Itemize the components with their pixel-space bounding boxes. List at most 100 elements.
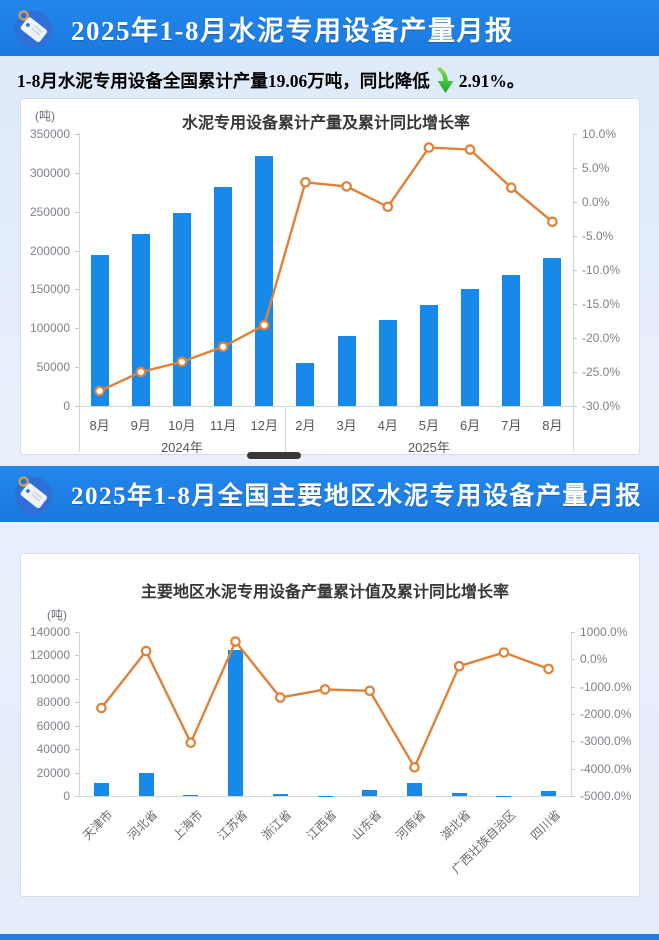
y-axis-left-tick-label: 250000	[29, 204, 70, 219]
x-axis-label-河南省: 河南省	[393, 807, 429, 843]
x-axis-label-8月: 8月	[542, 418, 563, 433]
y-axis-right-tick-label: -5.0%	[582, 229, 614, 243]
chart-card-national: (吨) 水泥专用设备累计产量及累计同比增长率 0 50000 100000 15000…	[20, 98, 640, 455]
bar-8月	[543, 257, 562, 406]
y-axis-left-tick	[75, 632, 79, 633]
y-axis-left-tick	[75, 289, 79, 291]
y-axis-left-tick	[75, 134, 79, 135]
y-axis-right-tick-label: 1000.0%	[580, 625, 628, 639]
bar-6月	[461, 289, 480, 406]
bar-湖北省	[451, 793, 467, 796]
summary-value: 2.91%。	[458, 70, 525, 91]
data-point-8月	[547, 216, 558, 228]
y-axis-unit: (吨)	[35, 109, 55, 123]
y-axis-right-tick	[573, 270, 577, 271]
x-axis-label-2月: 2月	[295, 418, 316, 433]
y-axis-left-tick	[75, 678, 79, 680]
growth-rate-line	[96, 636, 554, 773]
x-axis-label-湖北省: 湖北省	[438, 807, 474, 843]
x-axis-label-6月: 6月	[459, 418, 481, 433]
bar-上海市	[183, 794, 199, 796]
y-axis-left-tick-label: 150000	[29, 282, 70, 297]
bar-3月	[337, 336, 356, 406]
data-point-山东省	[364, 685, 375, 697]
y-axis-right-tick-label: 0.0%	[582, 195, 610, 209]
data-point-江苏省	[230, 636, 241, 647]
data-point-江西省	[319, 684, 331, 695]
summary-line: 1-8月水泥专用设备全国累计产量19.06万吨，同比降低 2.91%。	[17, 65, 524, 95]
data-point-12月	[259, 319, 270, 331]
y-axis-left-tick	[75, 406, 79, 407]
y-axis-right-tick	[571, 714, 575, 715]
y-axis-left-tick-label: 40000	[36, 742, 70, 757]
y-axis-left-tick	[75, 250, 79, 252]
y-axis-left-tick-label: 140000	[29, 625, 70, 639]
x-axis-label-河北省: 河北省	[125, 807, 161, 843]
y-axis-left-tick	[75, 702, 79, 704]
y-axis-left-tick-label: 200000	[29, 243, 70, 258]
x-axis-line	[79, 796, 572, 797]
x-axis-label-12月: 12月	[250, 418, 278, 433]
x-axis-group-divider	[79, 406, 80, 452]
y-axis-right-tick	[571, 741, 575, 743]
y-axis-right-tick	[571, 659, 575, 661]
data-point-浙江省	[275, 692, 286, 703]
y-axis-unit: (吨)	[47, 608, 67, 622]
x-axis-label-山东省: 山东省	[348, 807, 385, 843]
y-axis-left-tick-label: 120000	[29, 648, 70, 663]
y-axis-right-tick	[573, 304, 577, 305]
bar-9月	[131, 233, 150, 406]
y-axis-left-tick-label: 0	[63, 399, 70, 413]
y-axis-left-line	[79, 632, 80, 796]
decrease-arrow-icon	[436, 67, 454, 93]
y-axis-left-tick-label: 80000	[36, 695, 70, 710]
data-point-河南省	[409, 762, 420, 773]
data-point-7月	[505, 182, 517, 193]
x-axis-group-divider	[284, 406, 286, 452]
data-point-四川省	[543, 663, 554, 675]
y-axis-left-tick-label: 100000	[29, 671, 70, 686]
bar-河北省	[138, 772, 154, 796]
x-axis-label-5月: 5月	[418, 418, 440, 433]
y-axis-left-tick-label: 20000	[36, 765, 70, 780]
bar-江苏省	[228, 649, 243, 796]
bar-四川省	[541, 791, 557, 796]
y-axis-left-tick	[75, 211, 79, 213]
page-title: 2025年1-8月水泥专用设备产量月报	[71, 15, 514, 46]
y-axis-left-tick-label: 0	[63, 789, 70, 803]
data-point-5月	[423, 142, 435, 153]
data-point-3月	[341, 181, 352, 192]
data-point-8月	[94, 385, 105, 397]
y-axis-right-tick	[573, 236, 577, 237]
bar-11月	[214, 186, 233, 406]
growth-line-path	[99, 146, 554, 393]
data-point-天津市	[96, 702, 107, 714]
scrollbar-thumb[interactable]	[247, 452, 301, 459]
data-point-6月	[464, 144, 476, 155]
x-axis-label-浙江省: 浙江省	[259, 807, 295, 843]
x-axis-label-10月: 10月	[168, 418, 196, 433]
y-axis-left-tick	[75, 796, 79, 797]
y-axis-left-tick-label: 350000	[29, 127, 70, 141]
y-axis-right-tick-label: -5000.0%	[580, 789, 632, 803]
bar-天津市	[93, 783, 109, 796]
bar-8月	[90, 254, 109, 406]
x-axis-label-江苏省: 江苏省	[214, 807, 250, 843]
y-axis-right-tick-label: 0.0%	[580, 652, 608, 667]
y-axis-right-tick	[573, 406, 577, 407]
data-point-2月	[300, 176, 311, 188]
y-axis-right-tick	[573, 202, 577, 203]
y-axis-right-tick-label: -30.0%	[582, 399, 621, 413]
x-axis-label-9月: 9月	[130, 418, 151, 433]
y-axis-right-tick	[573, 338, 577, 339]
y-axis-left-tick-label: 60000	[36, 718, 70, 733]
x-axis-label-4月: 4月	[377, 418, 398, 433]
page-title-regional: 2025年1-8月全国主要地区水泥专用设备产量月报	[71, 483, 642, 510]
y-axis-right-tick	[573, 372, 577, 373]
data-point-上海市	[185, 737, 197, 748]
y-axis-right-tick	[571, 796, 575, 797]
data-point-10月	[176, 356, 188, 368]
data-point-4月	[382, 201, 394, 213]
data-point-9月	[135, 366, 147, 378]
